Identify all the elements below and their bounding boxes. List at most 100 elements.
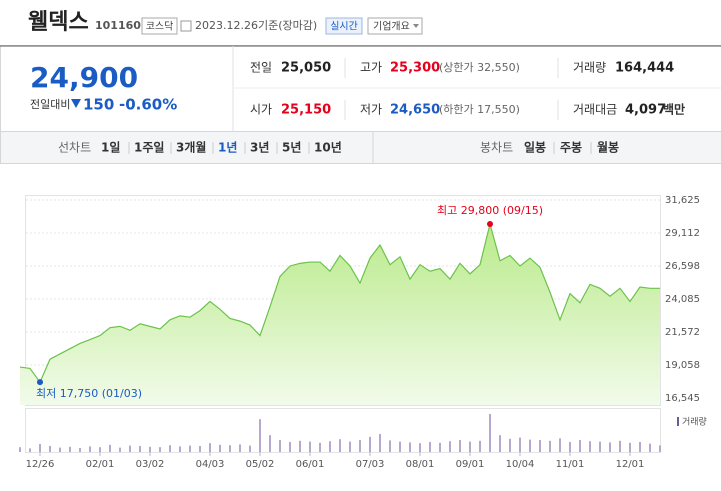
x-tick-label: 05/02: [246, 459, 275, 470]
tab-label: 선차트: [58, 141, 91, 155]
volume-bar: [59, 447, 61, 452]
date: 2023.12.26: [195, 19, 258, 32]
volume-bar: [419, 443, 421, 452]
down-arrow: [71, 99, 81, 108]
volume-bar: [319, 442, 321, 452]
x-tick-label: 04/03: [196, 459, 225, 470]
volume-bar: [599, 441, 601, 452]
extreme-dot: [487, 220, 493, 227]
period-tab[interactable]: 1주일: [134, 141, 164, 155]
cell-label: 고가: [360, 61, 382, 75]
period-tab[interactable]: 10년: [314, 141, 342, 155]
volume-bar: [429, 442, 431, 452]
y-tick-label: 19,058: [665, 360, 700, 371]
y-tick-label: 31,625: [665, 195, 700, 206]
volume-bar: [579, 440, 581, 452]
volume-bar: [249, 445, 251, 452]
volume-bar: [209, 443, 211, 452]
volume-bar: [279, 440, 281, 452]
x-tick-label: 03/02: [136, 459, 165, 470]
dropdown-arrow: [413, 24, 419, 28]
volume-bar: [99, 447, 101, 452]
volume-bar: [299, 440, 301, 452]
volume-pane: [25, 408, 661, 453]
volume-bar: [639, 442, 641, 452]
period-tab[interactable]: 1년: [218, 141, 237, 155]
stock-code: 101160: [95, 19, 141, 32]
change-label: 전일대비: [30, 97, 70, 111]
y-tick-label: 16,545: [665, 393, 700, 404]
cell-label: 전일: [250, 61, 272, 75]
x-tick-label: 07/03: [356, 459, 385, 470]
period-tab[interactable]: 1일: [101, 141, 120, 155]
volume-bar: [109, 444, 111, 452]
volume-bar: [619, 440, 621, 452]
volume-bar: [199, 446, 201, 452]
y-tick-label: 26,598: [665, 261, 700, 272]
chart: 16,545 19,058 21,572 24,085 26,598 29,112 31,6…: [19, 195, 707, 470]
volume-bar: [469, 441, 471, 452]
period-tab[interactable]: 3년: [250, 141, 269, 155]
price-pane: [25, 195, 661, 406]
volume-bar: [29, 448, 31, 452]
candle-tab[interactable]: 주봉: [560, 141, 582, 155]
x-tick-label: 09/01: [456, 459, 485, 470]
volume-bar: [549, 440, 551, 452]
market-badge: [141, 17, 178, 35]
tab-bar: [0, 131, 721, 164]
y-tick-label: 29,112: [665, 228, 700, 239]
volume-bar: [489, 414, 491, 452]
volume-bar: [339, 439, 341, 452]
volume-bar: [449, 441, 451, 452]
volume-bar: [49, 446, 51, 452]
volume-bar: [659, 445, 661, 452]
volume-bar: [439, 442, 441, 452]
cell-value: 24,650: [390, 103, 440, 118]
volume-bar: [39, 444, 41, 452]
basis: 기준(장마감): [258, 19, 317, 32]
volume-bar: [79, 448, 81, 452]
annotation: 최고 29,800 (09/15): [437, 204, 543, 217]
volume-bar: [269, 435, 271, 452]
volume-bar: [129, 445, 131, 452]
realtime[interactable]: 실시간: [330, 21, 358, 33]
volume-bar: [509, 438, 511, 452]
annotation: 최저 17,750 (01/03): [36, 387, 142, 400]
volume-bar: [629, 442, 631, 452]
volume-bar: [179, 446, 181, 452]
cell-label: 거래대금: [573, 103, 617, 117]
stock-name: 웰덱스: [28, 10, 89, 35]
volume-bar: [259, 419, 261, 452]
x-tick-label: 12/01: [616, 459, 645, 470]
company-button[interactable]: [367, 17, 423, 35]
cell-label: 시가: [250, 103, 272, 117]
company[interactable]: 기업개요: [373, 20, 410, 33]
x-tick-label: 02/01: [86, 459, 115, 470]
period-tab[interactable]: 5년: [282, 141, 301, 155]
volume-bar: [569, 442, 571, 452]
cell-unit: 백만: [663, 102, 685, 117]
volume-bar: [379, 434, 381, 452]
price: 24,900: [30, 61, 138, 94]
candle-tab[interactable]: 일봉: [524, 141, 546, 155]
period-tab[interactable]: 3개월: [176, 140, 206, 155]
x-tick-label: 10/04: [506, 459, 535, 470]
change: 150: [83, 96, 114, 114]
legend-swatch: [677, 417, 679, 426]
volume-bar: [239, 444, 241, 452]
volume-bar: [529, 439, 531, 452]
cell-value: 25,050: [281, 61, 331, 76]
volume-bar: [219, 444, 221, 452]
candle-tab[interactable]: 월봉: [597, 140, 619, 155]
x-tick-label: 06/01: [296, 459, 325, 470]
tabs: 선차트 1일 1주일 3개월 1년 3년 5년 10년 봉차트 일봉 주봉 월봉: [58, 140, 619, 155]
change-rate: -0.60%: [119, 96, 177, 114]
volume-bar: [139, 446, 141, 452]
volume-bar: [159, 447, 161, 452]
volume-bar: [229, 445, 231, 452]
realtime-button[interactable]: [325, 17, 363, 35]
volume-bar: [389, 440, 391, 452]
volume-bar: [289, 442, 291, 452]
